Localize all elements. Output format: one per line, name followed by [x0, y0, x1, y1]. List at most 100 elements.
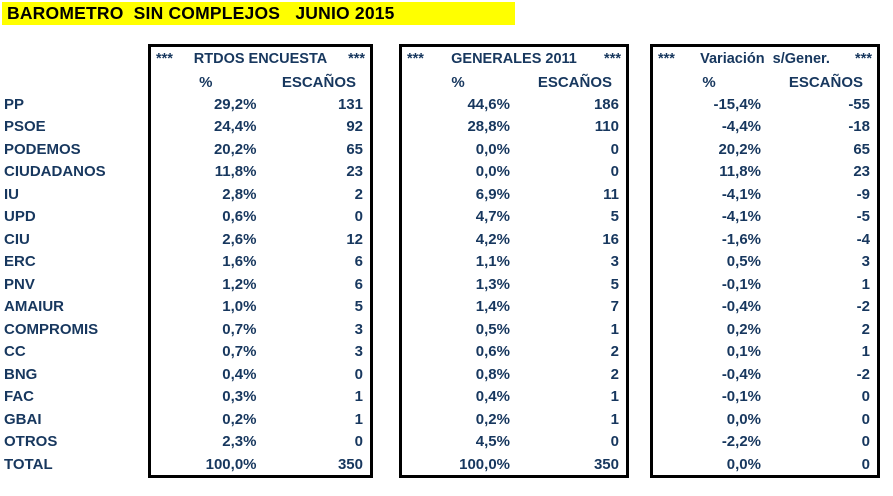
seats-cell: -18: [848, 118, 870, 136]
party-label: UPD: [4, 208, 36, 226]
table-row: 0,0% 0: [402, 161, 626, 184]
pct-cell: 1,0%: [222, 298, 257, 316]
table-row: -1,6% -4: [653, 228, 877, 251]
party-label: CIUDADANOS: [4, 163, 106, 181]
pct-cell: 0,6%: [222, 208, 257, 226]
party-label: CC: [4, 343, 26, 361]
stars-left: ***: [156, 51, 173, 67]
pct-cell: 2,3%: [222, 433, 257, 451]
seats-cell: 65: [346, 140, 363, 158]
table-variacion: *** Variación s/Gener. *** % ESCAÑOS -15…: [650, 44, 880, 478]
seats-cell: 5: [610, 275, 619, 293]
column-headers: % ESCAÑOS: [402, 71, 626, 93]
table-header: *** GENERALES 2011 ***: [402, 47, 626, 71]
pct-cell: 0,7%: [222, 320, 257, 338]
pct-cell: 1,6%: [222, 253, 257, 271]
seats-cell: 6: [354, 275, 363, 293]
seats-cell: 11: [603, 185, 619, 203]
pct-cell: 100,0%: [205, 455, 257, 473]
party-label: AMAIUR: [4, 298, 64, 316]
seats-cell: 1: [610, 388, 619, 406]
seats-cell: 2: [861, 320, 870, 338]
seats-cell: -5: [856, 208, 870, 226]
pct-cell: -1,6%: [721, 230, 761, 248]
seats-cell: 6: [354, 253, 363, 271]
table-row: 1,6% 6: [151, 251, 370, 274]
party-label: FAC: [4, 388, 34, 406]
stars-left: ***: [407, 51, 424, 67]
party-label: BNG: [4, 365, 38, 383]
table-row: 0,7% 3: [151, 318, 370, 341]
seats-cell: 7: [610, 298, 619, 316]
table-row: 0,8% 2: [402, 363, 626, 386]
table-row: 0,3% 1: [151, 386, 370, 409]
table-row: 20,2% 65: [653, 138, 877, 161]
seats-cell: 23: [853, 163, 870, 181]
stars-right: ***: [348, 51, 365, 67]
table-row: 0,6% 2: [402, 341, 626, 364]
table-row: 2,3% 0: [151, 431, 370, 454]
seats-cell: 186: [593, 95, 619, 113]
seats-cell: -2: [856, 365, 870, 383]
pct-cell: -0,4%: [721, 365, 761, 383]
pct-cell: -4,4%: [721, 118, 761, 136]
table-row: 2,6% 12: [151, 228, 370, 251]
pct-cell: 1,2%: [222, 275, 257, 293]
table-row: 1,1% 3: [402, 251, 626, 274]
pct-column-header: %: [199, 73, 213, 91]
seats-cell: 3: [861, 253, 870, 271]
seats-column-header: ESCAÑOS: [788, 73, 863, 91]
seats-cell: 3: [354, 320, 363, 338]
seats-cell: 3: [354, 343, 363, 361]
table-row: -4,1% -5: [653, 206, 877, 229]
pct-cell: 2,8%: [222, 185, 257, 203]
table-title: RTDOS ENCUESTA: [193, 51, 328, 67]
party-label-rows: PP PSOE PODEMOS CIUDADANOS IU UPD CIU ERC PNV AMA…: [4, 93, 106, 476]
pct-cell: 11,8%: [719, 163, 761, 181]
table-row: 24,4% 92: [151, 116, 370, 139]
seats-cell: 350: [337, 455, 363, 473]
table-row: 100,0% 350: [151, 453, 370, 476]
table-row: 29,2% 131: [151, 93, 370, 116]
table-header: *** RTDOS ENCUESTA ***: [151, 47, 370, 71]
pct-cell: 4,7%: [475, 208, 510, 226]
pct-cell: 24,4%: [213, 118, 257, 136]
seats-cell: 1: [861, 343, 870, 361]
pct-cell: 0,4%: [475, 388, 510, 406]
seats-cell: 2: [610, 365, 619, 383]
seats-column-header: ESCAÑOS: [537, 73, 612, 91]
table-row: 0,6% 0: [151, 206, 370, 229]
table-row: -0,4% -2: [653, 296, 877, 319]
table-row: -4,4% -18: [653, 116, 877, 139]
pct-cell: 0,2%: [726, 320, 761, 338]
seats-cell: 23: [346, 163, 363, 181]
table-row: 2,8% 2: [151, 183, 370, 206]
table-generales-2011: *** GENERALES 2011 *** % ESCAÑOS 44,6% 18…: [399, 44, 629, 478]
pct-cell: -15,4%: [713, 95, 761, 113]
table-title: Variación s/Gener.: [700, 51, 830, 67]
seats-cell: -55: [848, 95, 870, 113]
table-row: 0,7% 3: [151, 341, 370, 364]
seats-cell: 5: [610, 208, 619, 226]
table-body: 44,6% 186 28,8% 110 0,0% 0 0,0% 0 6,9% 11 4,7% 5 4,2…: [402, 93, 626, 476]
seats-cell: 1: [610, 410, 619, 428]
table-row: -15,4% -55: [653, 93, 877, 116]
table-row: 4,5% 0: [402, 431, 626, 454]
seats-cell: 2: [354, 185, 363, 203]
pct-cell: -0,1%: [721, 275, 761, 293]
seats-cell: 0: [610, 433, 619, 451]
table-row: 28,8% 110: [402, 116, 626, 139]
seats-cell: 350: [593, 455, 619, 473]
pct-cell: 0,1%: [726, 343, 761, 361]
table-row: 11,8% 23: [151, 161, 370, 184]
pct-cell: -0,1%: [721, 388, 761, 406]
table-row: 1,0% 5: [151, 296, 370, 319]
party-label: GBAI: [4, 410, 42, 428]
table-row: 44,6% 186: [402, 93, 626, 116]
table-row: -4,1% -9: [653, 183, 877, 206]
table-row: 1,3% 5: [402, 273, 626, 296]
seats-cell: 0: [610, 163, 619, 181]
table-body: -15,4% -55 -4,4% -18 20,2% 65 11,8% 23 -4,1% -9 -4…: [653, 93, 877, 476]
pct-cell: -0,4%: [721, 298, 761, 316]
